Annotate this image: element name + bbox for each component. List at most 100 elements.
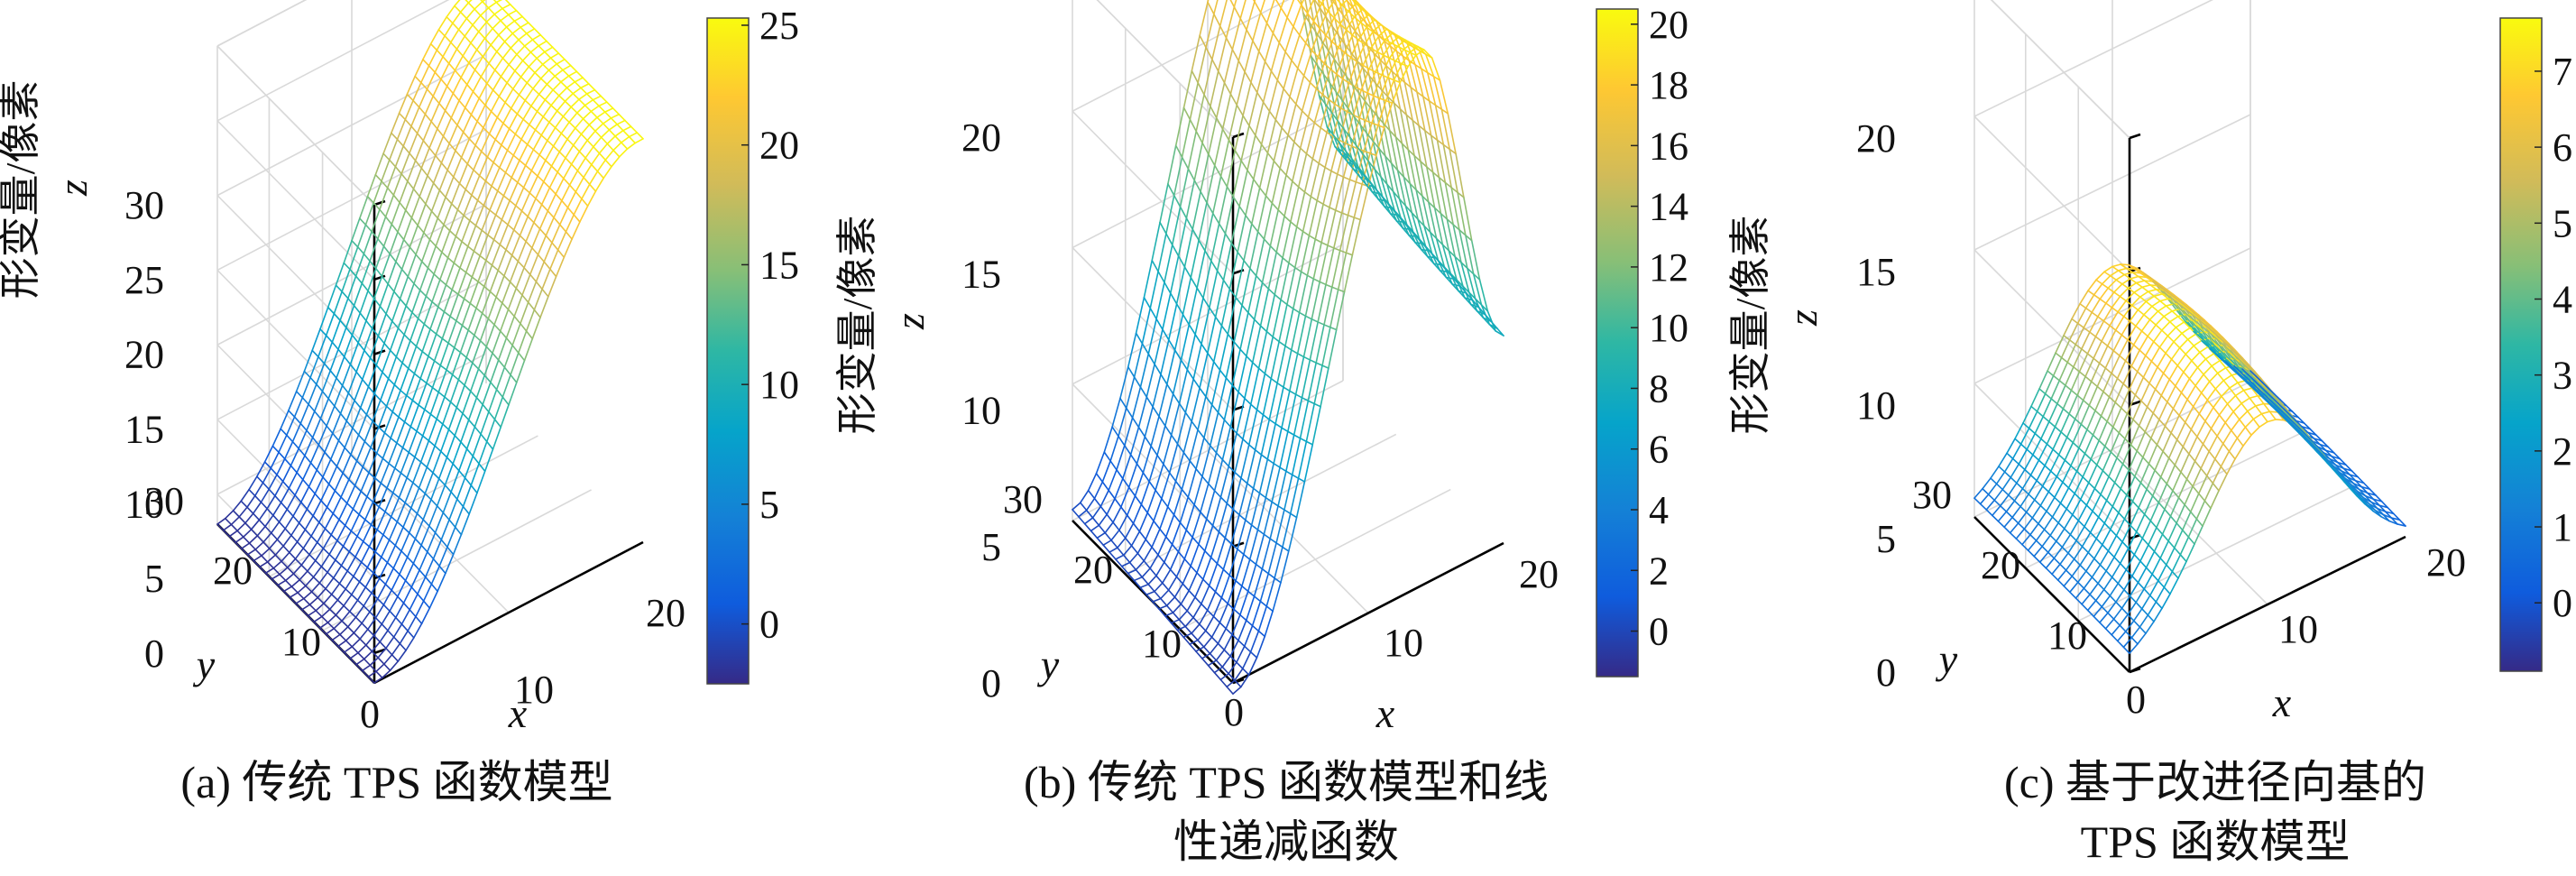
surface-mesh-line (407, 275, 415, 285)
surface-mesh-line (1175, 576, 1184, 585)
surface-mesh-line (614, 129, 624, 137)
surface-mesh-line (347, 392, 355, 401)
surface-mesh-line (2109, 310, 2119, 327)
surface-mesh-line (387, 630, 395, 638)
surface-mesh-line (445, 262, 455, 286)
surface-mesh-line (548, 171, 558, 189)
surface-mesh-line (2172, 490, 2180, 499)
z-tick-label: 20 (961, 115, 1001, 160)
surface-mesh-line (2114, 383, 2124, 403)
surface-mesh-line (1216, 270, 1225, 281)
surface-mesh-line (1242, 403, 1252, 440)
surface-mesh-line (1417, 45, 1425, 51)
surface-mesh-line (1106, 513, 1114, 523)
surface-mesh-line (531, 246, 539, 256)
surface-mesh-line (371, 577, 381, 595)
surface-mesh-line (236, 522, 246, 532)
surface-mesh-line (565, 231, 573, 240)
surface-mesh-line (260, 501, 268, 510)
surface-mesh-line (400, 246, 411, 271)
surface-mesh-line (1217, 37, 1228, 72)
surface-mesh-line (2260, 410, 2271, 415)
surface-mesh-line (511, 176, 519, 184)
surface-mesh-line (1348, 0, 1355, 10)
surface-mesh-line (1247, 409, 1258, 446)
surface-mesh-line (451, 267, 461, 290)
surface-mesh-line (411, 289, 421, 314)
surface-mesh-line (478, 82, 488, 99)
surface-mesh-line (568, 184, 577, 193)
surface-mesh-line (1227, 333, 1236, 343)
surface-mesh-line (442, 401, 452, 425)
surface-mesh-line (2203, 364, 2213, 375)
surface-mesh-line (568, 170, 579, 186)
surface-mesh-line (1232, 477, 1242, 511)
surface-mesh-line (1253, 281, 1264, 320)
surface-mesh-line (1228, 104, 1238, 141)
surface-mesh-line (2158, 335, 2169, 348)
surface-mesh-line (1336, 0, 1343, 6)
surface-mesh-line (1416, 91, 1426, 132)
surface-mesh-line (1258, 187, 1267, 197)
surface-mesh-line (1400, 38, 1409, 44)
surface-mesh-line (400, 531, 410, 552)
surface-mesh-line (2079, 290, 2089, 305)
box-edge-back (216, 45, 375, 206)
surface-mesh-line (341, 364, 352, 387)
surface-mesh-line (1295, 226, 1304, 233)
surface-mesh-line (1256, 91, 1265, 104)
surface-mesh-line (1388, 129, 1399, 171)
surface-mesh-line (1238, 205, 1247, 217)
surface-mesh-line (1299, 400, 1310, 439)
surface-mesh-line (288, 487, 296, 496)
surface-mesh-line (353, 622, 363, 634)
surface-mesh-line (1379, 59, 1389, 98)
surface-mesh-line (1096, 531, 1107, 539)
surface-mesh-line (2139, 626, 2147, 634)
surface-mesh-line (485, 21, 493, 30)
surface-mesh-line (1348, 136, 1359, 168)
surface-mesh-line (1225, 5, 1236, 39)
surface-mesh-line (2149, 502, 2160, 522)
surface-mesh-line (2084, 525, 2092, 534)
surface-mesh-line (2071, 513, 2080, 521)
surface-mesh-line (1201, 475, 1210, 485)
surface-mesh-line (1439, 270, 1448, 279)
surface-mesh-line (420, 167, 428, 177)
surface-mesh-line (2242, 434, 2252, 447)
surface-mesh-line (2130, 424, 2140, 446)
surface-mesh-line (331, 341, 339, 351)
surface-mesh-line (1396, 169, 1405, 178)
surface-mesh-line (2146, 469, 2156, 491)
surface-mesh-line (603, 107, 614, 113)
surface-mesh-line (283, 440, 294, 460)
surface-mesh-line (417, 295, 428, 319)
surface-mesh-line (1204, 250, 1212, 263)
surface-mesh-line (389, 253, 397, 263)
surface-mesh-line (2083, 587, 2091, 595)
surface-mesh-line (1310, 196, 1319, 202)
surface-mesh-line (2131, 500, 2139, 509)
surface-mesh-line (502, 176, 512, 197)
surface-mesh-line (1329, 289, 1339, 328)
surface-mesh-line (320, 566, 328, 574)
surface-mesh-line (1275, 215, 1285, 254)
surface-mesh-line (410, 487, 420, 509)
surface-mesh-line (1348, 22, 1357, 32)
surface-mesh-line (2139, 335, 2148, 351)
surface-mesh-line (1420, 161, 1430, 203)
surface-mesh-line (1283, 88, 1291, 98)
surface-mesh-line (408, 451, 416, 458)
surface-mesh-line (1295, 103, 1303, 112)
surface-mesh-line (354, 378, 363, 401)
surface-mesh-line (452, 533, 463, 556)
surface-mesh-line (1361, 152, 1370, 162)
surface-mesh-line (356, 535, 364, 542)
surface-mesh-line (1291, 349, 1299, 355)
surface-mesh-line (1232, 196, 1240, 207)
surface-mesh-line (345, 484, 356, 504)
surface-mesh-line (470, 31, 480, 44)
surface-mesh-line (375, 670, 383, 679)
surface-mesh-line (2046, 510, 2054, 518)
surface-mesh-line (446, 85, 455, 95)
